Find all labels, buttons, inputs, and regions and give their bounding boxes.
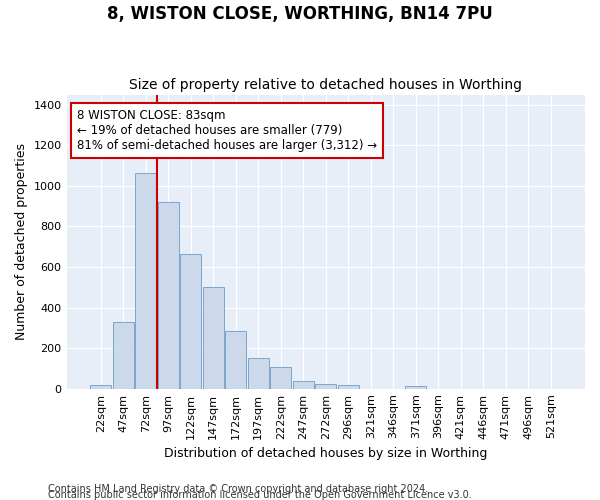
Bar: [405, 386, 427, 388]
X-axis label: Distribution of detached houses by size in Worthing: Distribution of detached houses by size …: [164, 447, 487, 460]
Bar: [248, 358, 269, 388]
Bar: [293, 380, 314, 388]
Text: Contains public sector information licensed under the Open Government Licence v3: Contains public sector information licen…: [48, 490, 472, 500]
Bar: [225, 331, 247, 388]
Text: 8 WISTON CLOSE: 83sqm
← 19% of detached houses are smaller (779)
81% of semi-det: 8 WISTON CLOSE: 83sqm ← 19% of detached …: [77, 110, 377, 152]
Y-axis label: Number of detached properties: Number of detached properties: [15, 143, 28, 340]
Text: Contains HM Land Registry data © Crown copyright and database right 2024.: Contains HM Land Registry data © Crown c…: [48, 484, 428, 494]
Bar: [203, 288, 224, 388]
Bar: [135, 172, 157, 388]
Bar: [270, 368, 292, 388]
Bar: [180, 254, 202, 388]
Bar: [315, 384, 337, 388]
Text: 8, WISTON CLOSE, WORTHING, BN14 7PU: 8, WISTON CLOSE, WORTHING, BN14 7PU: [107, 5, 493, 23]
Bar: [90, 384, 112, 388]
Title: Size of property relative to detached houses in Worthing: Size of property relative to detached ho…: [129, 78, 522, 92]
Bar: [158, 202, 179, 388]
Bar: [113, 322, 134, 388]
Bar: [338, 384, 359, 388]
